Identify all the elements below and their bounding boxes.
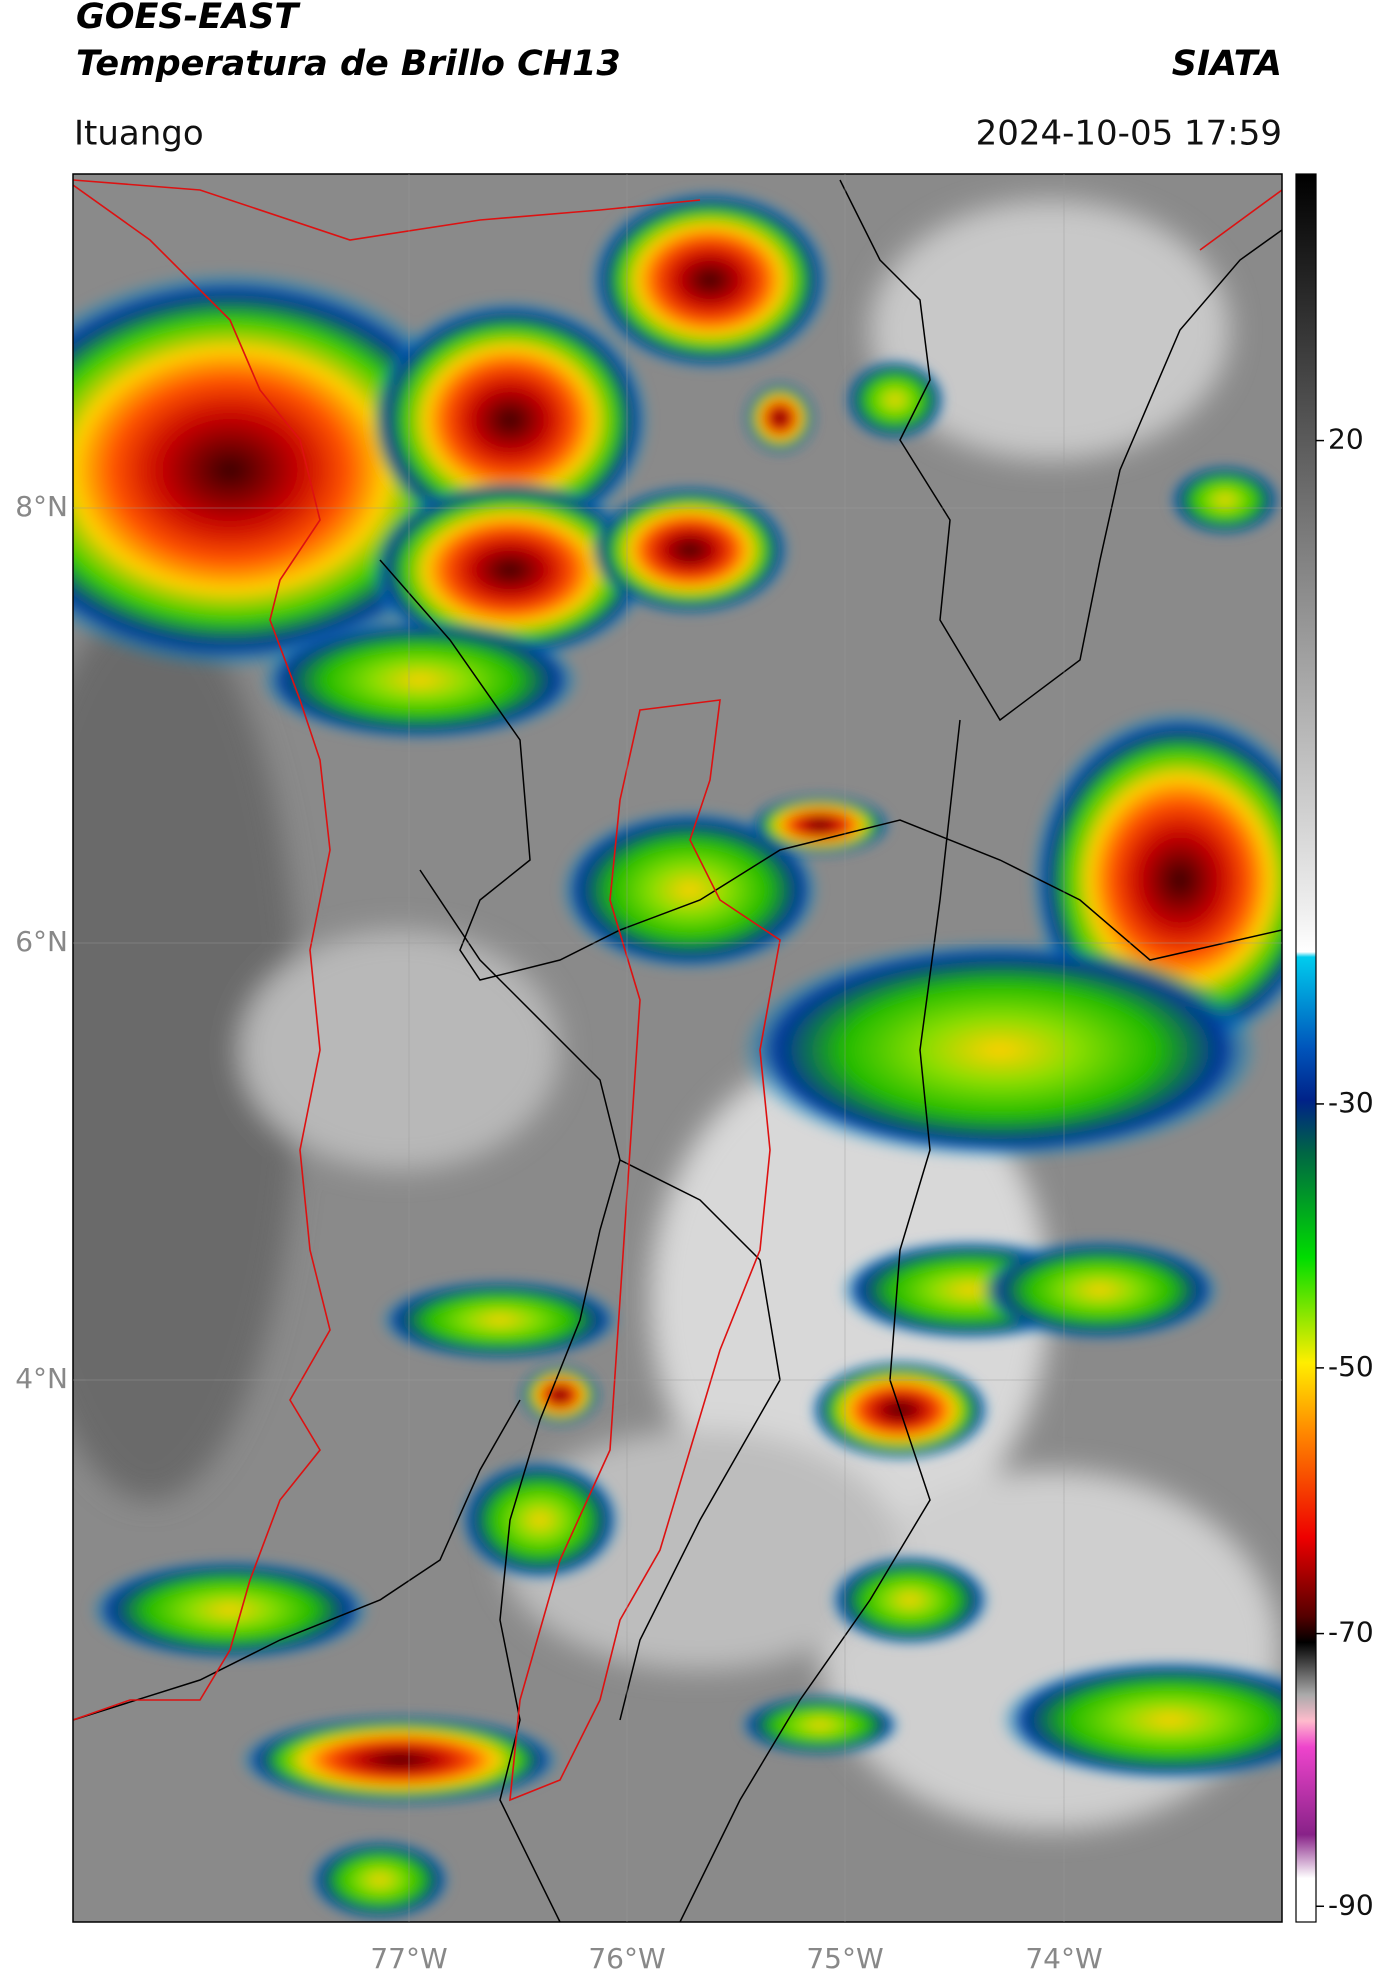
lon-label: 75°W [806,1942,883,1975]
lat-label: 4°N [15,1362,68,1395]
location: Ituango [74,114,204,154]
colorbar-tick-label: 20 [1328,423,1364,456]
colorbar-tick-label: -50 [1328,1350,1374,1383]
title: GOES-EAST [76,0,301,37]
datetime: 2024-10-05 17:59 [976,114,1282,154]
source: SIATA [1172,44,1282,84]
map-frame [72,173,1283,1923]
colorbar-tick-label: -30 [1328,1086,1374,1119]
colorbar-tick-label: -70 [1328,1616,1374,1649]
colorbar-tick-label: -90 [1328,1888,1374,1921]
lat-label: 6°N [15,925,68,958]
lat-label: 8°N [15,490,68,523]
map-image [73,174,1282,1922]
subtitle: Temperatura de Brillo CH13 [76,44,621,84]
lon-label: 77°W [370,1942,447,1975]
colorbar [1295,173,1317,1923]
lon-label: 76°W [588,1942,665,1975]
lon-label: 74°W [1025,1942,1102,1975]
